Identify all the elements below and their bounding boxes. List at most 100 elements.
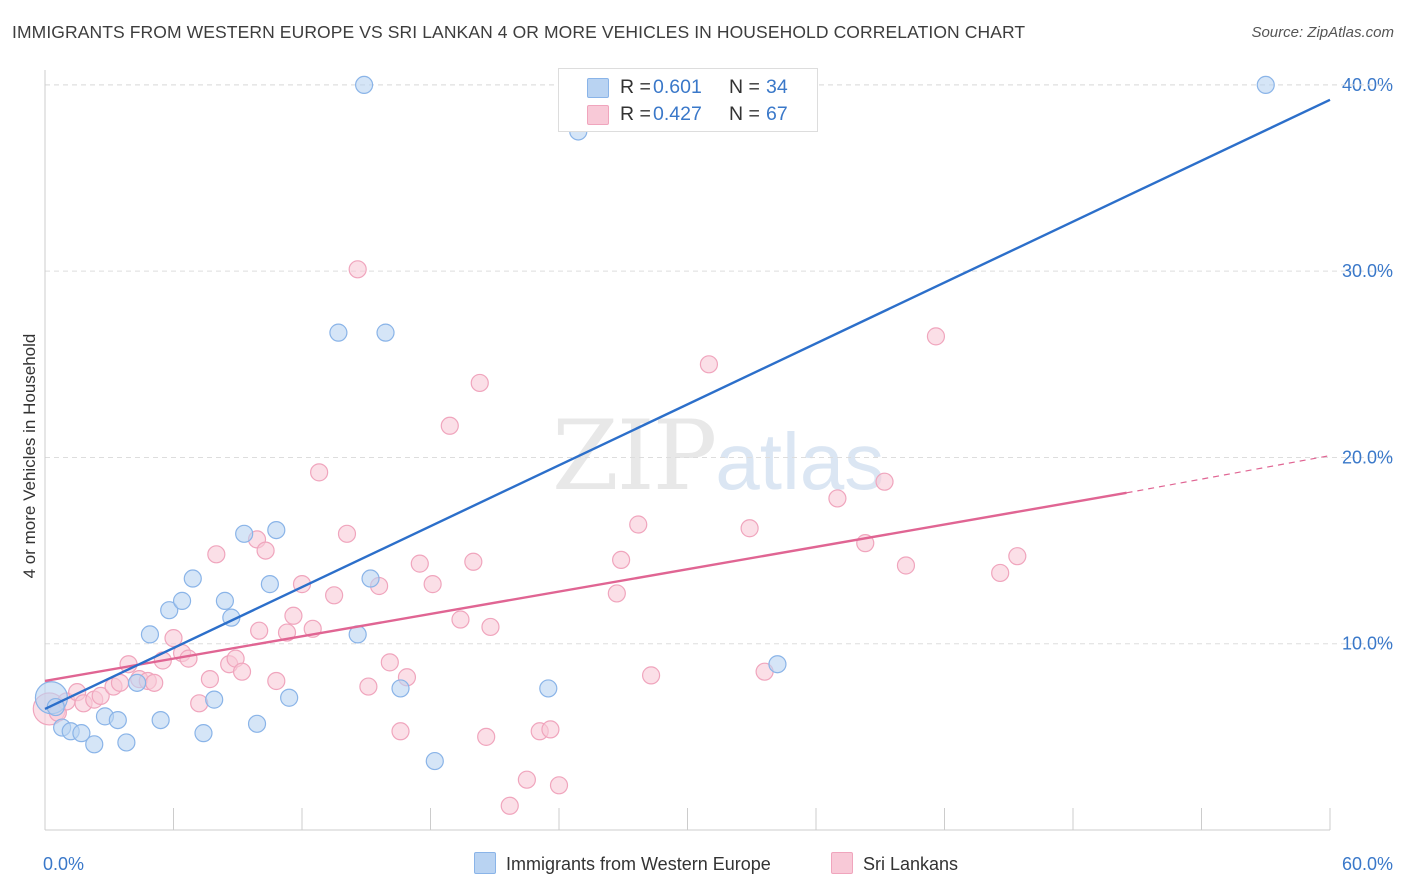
legend-swatch-pink <box>831 852 853 874</box>
legend-n-label: N = <box>729 76 760 98</box>
data-point-pink <box>629 515 648 534</box>
data-point-pink <box>451 610 470 629</box>
data-point-pink <box>250 621 269 640</box>
watermark-atlas: atlas <box>715 417 885 506</box>
data-point-pink <box>200 670 220 689</box>
legend-r-label: R = <box>620 103 651 125</box>
data-point-pink <box>337 524 357 543</box>
data-point-blue <box>425 751 444 771</box>
data-point-pink <box>256 541 275 560</box>
correlation-legend: R = 0.601 N = 34 R = 0.427 N = 67 <box>558 68 818 132</box>
legend-swatch-pink <box>587 105 609 125</box>
y-tick-label: 30.0% <box>1342 261 1393 281</box>
legend-label: Sri Lankans <box>863 854 959 874</box>
data-point-blue <box>260 575 279 594</box>
data-point-pink <box>423 575 442 594</box>
y-tick-label: 20.0% <box>1342 447 1393 467</box>
data-point-pink <box>325 586 344 605</box>
data-point-pink <box>440 416 459 435</box>
data-point-pink <box>699 355 719 374</box>
data-point-pink <box>348 260 367 279</box>
data-point-blue <box>151 710 170 730</box>
y-tick-label: 10.0% <box>1342 634 1393 654</box>
data-point-pink <box>277 623 297 642</box>
data-point-blue <box>768 655 787 674</box>
data-point-pink <box>549 776 569 795</box>
data-point-pink <box>410 554 429 573</box>
data-point-pink <box>641 666 661 685</box>
data-point-blue <box>267 520 286 540</box>
y-tick-label: 40.0% <box>1342 75 1393 95</box>
data-point-blue <box>235 524 254 543</box>
data-point-blue <box>280 688 299 707</box>
data-point-pink <box>145 673 164 692</box>
data-point-pink <box>896 556 916 575</box>
data-point-pink <box>391 722 410 741</box>
data-point-blue <box>205 690 224 709</box>
legend-label: Immigrants from Western Europe <box>506 854 771 874</box>
data-point-pink <box>359 677 378 696</box>
data-point-pink <box>517 770 536 789</box>
data-point-blue <box>215 591 234 610</box>
trend-line-pink <box>44 491 1127 683</box>
data-point-pink <box>91 686 110 705</box>
data-point-blue <box>172 591 192 610</box>
data-point-pink <box>310 463 329 482</box>
data-point-pink <box>481 617 500 637</box>
data-point-blue <box>329 323 348 342</box>
data-point-blue <box>72 724 91 743</box>
data-point-pink <box>470 373 489 393</box>
legend-item-sri-lankans: Sri Lankans <box>831 852 958 876</box>
legend-r-value: 0.601 <box>653 76 702 98</box>
data-point-pink <box>164 629 183 648</box>
data-point-blue <box>117 733 136 752</box>
data-point-pink <box>991 563 1010 583</box>
data-point-pink <box>500 796 519 815</box>
data-point-pink <box>267 671 286 691</box>
data-point-blue <box>355 75 374 95</box>
data-point-pink <box>179 649 198 668</box>
data-point-blue <box>160 601 179 620</box>
data-point-pink <box>207 545 226 564</box>
data-point-blue <box>361 569 380 588</box>
legend-swatch-blue <box>587 78 609 98</box>
data-point-pink <box>380 653 399 672</box>
data-point-pink <box>740 519 759 538</box>
data-point-blue <box>183 569 202 588</box>
y-axis-title: 4 or more Vehicles in Household <box>20 333 39 579</box>
data-point-pink <box>1008 547 1027 566</box>
data-point-blue <box>85 735 104 754</box>
data-point-blue <box>127 673 147 692</box>
data-point-pink <box>190 694 209 713</box>
chart-title: IMMIGRANTS FROM WESTERN EUROPE VS SRI LA… <box>12 22 1026 42</box>
legend-n-value: 67 <box>766 103 788 125</box>
data-point-pink <box>612 550 631 570</box>
data-point-blue <box>376 323 395 342</box>
data-point-pink <box>607 584 626 603</box>
data-point-pink <box>477 727 496 746</box>
data-point-pink <box>464 552 483 571</box>
legend-n-label: N = <box>729 103 760 125</box>
legend-r-value: 0.427 <box>653 103 702 125</box>
data-point-pink <box>875 472 894 491</box>
data-point-blue <box>539 679 558 698</box>
legend-r-label: R = <box>620 76 651 98</box>
trend-line-pink-extension <box>1126 454 1331 494</box>
data-point-blue <box>194 724 213 743</box>
data-point-blue <box>108 710 127 730</box>
data-point-pink <box>828 489 847 508</box>
source-credit: Source: ZipAtlas.com <box>1251 24 1394 41</box>
trend-line-blue <box>44 98 1331 711</box>
data-point-blue <box>247 714 267 733</box>
data-point-blue <box>140 625 160 644</box>
data-point-pink <box>284 606 303 625</box>
legend-item-western-europe: Immigrants from Western Europe <box>474 852 771 876</box>
legend-swatch-blue <box>474 852 496 874</box>
data-point-pink <box>926 327 946 346</box>
x-tick-label: 0.0% <box>43 854 84 874</box>
data-point-blue <box>391 679 410 698</box>
legend-n-value: 34 <box>766 76 788 98</box>
x-tick-label: 60.0% <box>1342 854 1393 874</box>
data-point-pink <box>232 662 252 681</box>
